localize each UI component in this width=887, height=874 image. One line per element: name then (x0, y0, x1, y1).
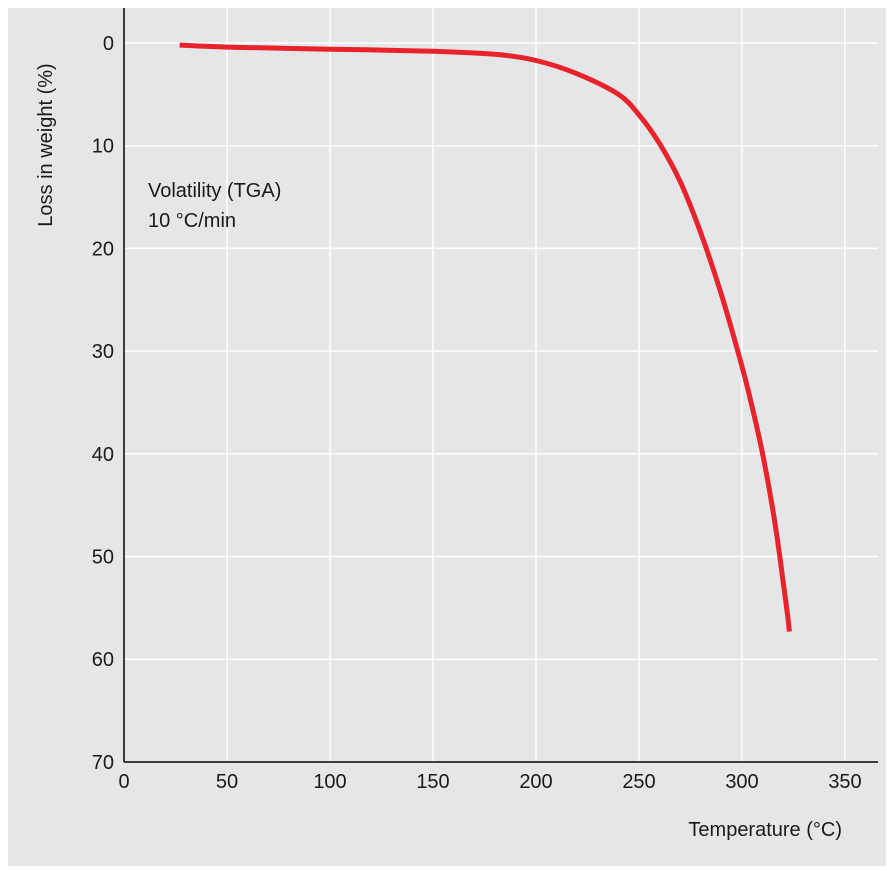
y-tick-label-60: 60 (92, 649, 114, 671)
x-tick-label-50: 50 (216, 771, 238, 793)
x-tick-labels: 0 50 100 150 200 250 300 350 (118, 771, 861, 793)
y-tick-label-20: 20 (92, 238, 114, 260)
y-tick-label-40: 40 (92, 444, 114, 466)
x-tick-label-100: 100 (313, 771, 346, 793)
annotation-line-1: Volatility (TGA) (148, 180, 281, 202)
y-axis-title: Loss in weight (%) (35, 63, 57, 226)
x-tick-label-300: 300 (725, 771, 758, 793)
chart-background (8, 8, 886, 866)
y-tick-label-70: 70 (92, 752, 114, 774)
x-tick-label-250: 250 (622, 771, 655, 793)
x-tick-label-150: 150 (416, 771, 449, 793)
annotation-line-2: 10 °C/min (148, 210, 236, 232)
x-tick-label-0: 0 (118, 771, 129, 793)
y-tick-label-10: 10 (92, 136, 114, 158)
y-tick-label-0: 0 (103, 33, 114, 55)
series-line-tga (179, 42, 792, 632)
y-tick-labels: 0 10 20 30 40 50 60 70 (92, 33, 114, 774)
x-axis-title: Temperature (°C) (688, 819, 842, 841)
x-tick-label-200: 200 (519, 771, 552, 793)
x-tick-label-350: 350 (828, 771, 861, 793)
grid-lines (124, 8, 878, 762)
y-tick-label-30: 30 (92, 341, 114, 363)
y-tick-label-50: 50 (92, 547, 114, 569)
